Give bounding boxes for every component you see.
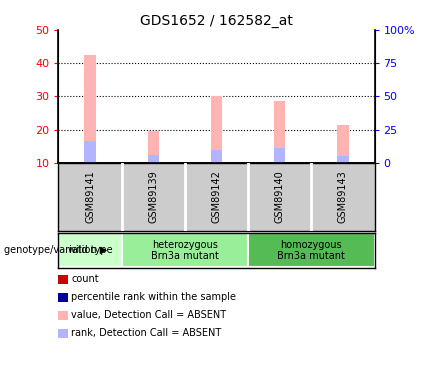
Text: GSM89143: GSM89143 [338,170,348,223]
Text: genotype/variation ▶: genotype/variation ▶ [4,245,107,255]
Text: percentile rank within the sample: percentile rank within the sample [71,292,236,302]
Text: count: count [71,274,99,284]
Bar [122,233,248,267]
Bar [248,233,375,267]
Bar [58,233,122,267]
Bar [211,96,222,163]
Title: GDS1652 / 162582_at: GDS1652 / 162582_at [140,13,293,28]
Bar [337,156,349,163]
Text: GSM89141: GSM89141 [85,170,95,223]
Bar [337,125,349,163]
Bar [274,102,285,163]
Bar [148,154,159,163]
Bar [148,131,159,163]
Bar [84,141,96,163]
Text: GSM89140: GSM89140 [275,170,285,223]
Bar [211,150,222,163]
Text: homozygous
Brn3a mutant: homozygous Brn3a mutant [278,240,345,261]
Bar [84,55,96,163]
Text: GSM89139: GSM89139 [148,170,158,223]
Text: rank, Detection Call = ABSENT: rank, Detection Call = ABSENT [71,328,222,338]
Text: wild type: wild type [68,245,113,255]
Text: GSM89142: GSM89142 [211,170,222,223]
Text: heterozygous
Brn3a mutant: heterozygous Brn3a mutant [151,240,219,261]
Bar [274,148,285,163]
Text: value, Detection Call = ABSENT: value, Detection Call = ABSENT [71,310,226,320]
